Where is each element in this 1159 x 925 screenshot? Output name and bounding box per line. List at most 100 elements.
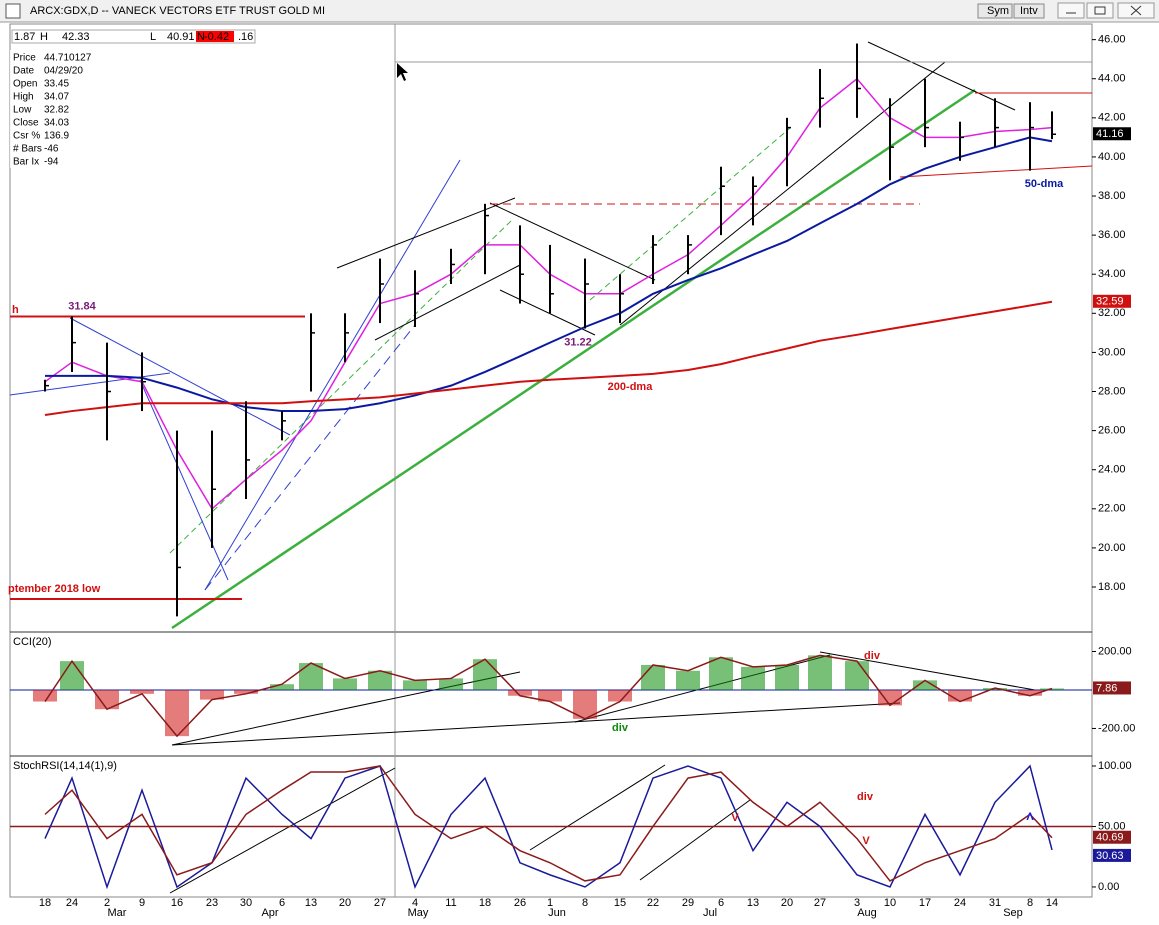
month-label: Sep xyxy=(1003,907,1023,919)
moving-average xyxy=(44,300,1053,416)
x-tick-label: 20 xyxy=(781,897,793,909)
trend-line xyxy=(9,372,171,396)
y-tick-label: 40.00 xyxy=(1098,151,1126,163)
indicator-line xyxy=(44,765,1053,882)
maximize-button[interactable] xyxy=(1086,2,1114,19)
indicator-line xyxy=(44,654,1053,738)
x-tick-label: 29 xyxy=(682,897,694,909)
quote-field: -0.42 xyxy=(204,31,229,43)
trend-line xyxy=(589,127,791,301)
y-tick-label: 24.00 xyxy=(1098,464,1126,476)
y-tick-label: 36.00 xyxy=(1098,229,1126,241)
quote-field: 42.33 xyxy=(62,31,90,43)
data-value: 33.45 xyxy=(44,79,69,90)
x-tick-label: 11 xyxy=(445,897,456,909)
maximize-icon xyxy=(1094,6,1106,15)
histogram-bar xyxy=(403,680,427,690)
y-tick-label: 44.00 xyxy=(1098,73,1126,85)
x-tick-label: 6 xyxy=(279,897,285,909)
intv-label[interactable]: Intv xyxy=(1020,5,1038,17)
histogram-bar xyxy=(573,689,597,719)
trend-line xyxy=(867,41,1016,111)
histogram-bar xyxy=(808,655,832,690)
annotation: V xyxy=(731,812,739,824)
x-tick-label: 23 xyxy=(206,897,218,909)
trend-line xyxy=(139,379,229,581)
month-label: Apr xyxy=(261,907,278,919)
data-label: Close xyxy=(13,118,39,129)
histogram-bar xyxy=(709,657,733,690)
trend-line xyxy=(489,202,656,281)
value-box xyxy=(1093,830,1131,844)
quote-field: 40.91 xyxy=(167,31,195,43)
month-label: Jul xyxy=(703,907,717,919)
x-tick-label: 14 xyxy=(1046,897,1058,909)
histogram-bar xyxy=(299,663,323,690)
x-tick-label: 8 xyxy=(582,897,588,909)
data-value: 136.9 xyxy=(44,131,69,142)
data-value: 04/29/20 xyxy=(44,66,83,77)
level-label: 31.22 xyxy=(564,336,592,348)
data-label: High xyxy=(13,92,34,103)
histogram-bar xyxy=(234,689,258,694)
histogram-bar xyxy=(33,689,57,702)
data-label: Bar Ix xyxy=(13,157,39,168)
trend-line xyxy=(171,88,976,630)
histogram-bar xyxy=(913,680,937,690)
minimize-button[interactable] xyxy=(1057,2,1085,19)
trend-line xyxy=(899,165,1093,178)
trend-line xyxy=(374,264,521,341)
annotation: 50-dma xyxy=(1025,178,1064,190)
quote-field: 1.87 xyxy=(14,31,35,43)
histogram-bar xyxy=(741,666,765,690)
change-highlight xyxy=(196,31,234,42)
value-box-label: 40.69 xyxy=(1096,832,1124,844)
y-tick-label: 22.00 xyxy=(1098,503,1126,515)
sym-button[interactable] xyxy=(977,3,1013,19)
quote-field: N xyxy=(197,31,205,43)
annotation: div xyxy=(612,722,629,734)
x-tick-label: 18 xyxy=(39,897,51,909)
annotation: div xyxy=(857,791,874,803)
trend-line xyxy=(169,767,396,894)
data-label: Price xyxy=(13,53,36,64)
plot-frame xyxy=(9,23,1093,898)
quote-field: .16 xyxy=(238,31,253,43)
intv-button[interactable] xyxy=(1013,3,1045,19)
title-bar xyxy=(0,0,1159,22)
y-tick-label: 200.00 xyxy=(1098,645,1132,657)
x-tick-label: 31 xyxy=(989,897,1001,909)
month-label: Aug xyxy=(857,907,877,919)
moving-average xyxy=(45,136,1053,413)
month-label: Jun xyxy=(548,907,566,919)
y-tick-label: 28.00 xyxy=(1098,385,1126,397)
x-tick-label: 17 xyxy=(919,897,931,909)
histogram-bar xyxy=(676,670,700,690)
value-box-label: 7.86 xyxy=(1096,682,1117,694)
histogram-bar xyxy=(270,684,294,690)
y-tick-label: -200.00 xyxy=(1098,722,1135,734)
panel-title: StochRSI(14,14(1),9) xyxy=(13,760,117,772)
month-label: May xyxy=(408,907,429,919)
trend-line xyxy=(204,159,461,591)
x-tick-label: 22 xyxy=(647,897,659,909)
data-window: Price 44.710127 Date 04/29/20 Open 33.45 High 3… xyxy=(10,50,98,168)
mouse-cursor xyxy=(397,63,408,81)
y-tick-label: 46.00 xyxy=(1098,34,1126,46)
histogram-bar xyxy=(641,664,665,690)
data-value: -94 xyxy=(44,157,59,168)
month-label: Mar xyxy=(108,907,127,919)
x-tick-label: 13 xyxy=(305,897,317,909)
y-tick-label: 100.00 xyxy=(1098,760,1132,772)
y-tick-label: 30.00 xyxy=(1098,346,1126,358)
x-tick-label: 27 xyxy=(814,897,826,909)
x-tick-label: 4 xyxy=(412,897,418,909)
x-tick-label: 8 xyxy=(1027,897,1033,909)
sym-label[interactable]: Sym xyxy=(987,5,1009,17)
close-icon xyxy=(1130,5,1142,16)
x-tick-label: 15 xyxy=(614,897,626,909)
data-value: 32.82 xyxy=(44,105,69,116)
x-tick-label: 18 xyxy=(479,897,491,909)
app-icon xyxy=(5,3,21,19)
